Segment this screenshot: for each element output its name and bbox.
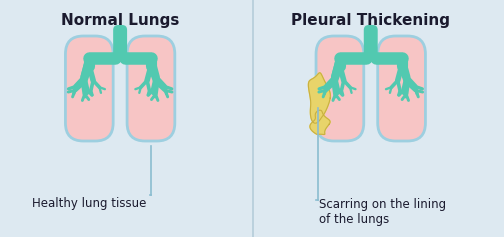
Text: Pleural Thickening: Pleural Thickening <box>291 13 450 28</box>
Text: Scarring on the lining
of the lungs: Scarring on the lining of the lungs <box>319 198 446 226</box>
FancyBboxPatch shape <box>364 25 377 57</box>
FancyBboxPatch shape <box>66 36 113 141</box>
FancyBboxPatch shape <box>113 25 127 57</box>
FancyBboxPatch shape <box>377 36 425 141</box>
Text: Healthy lung tissue: Healthy lung tissue <box>32 197 146 210</box>
Text: Normal Lungs: Normal Lungs <box>61 13 179 28</box>
FancyBboxPatch shape <box>316 36 364 141</box>
Polygon shape <box>308 73 330 123</box>
FancyBboxPatch shape <box>127 36 175 141</box>
Polygon shape <box>310 110 330 134</box>
